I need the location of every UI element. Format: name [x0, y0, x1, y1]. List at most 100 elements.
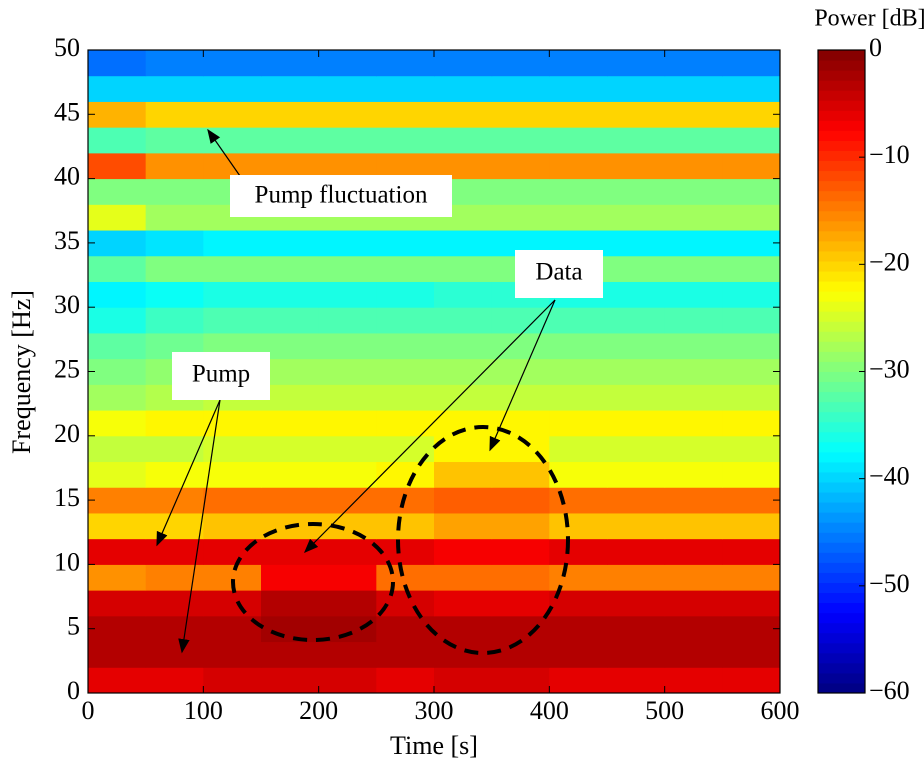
heatmap-cell	[88, 667, 147, 694]
colorbar-swatch	[818, 321, 865, 332]
colorbar-swatch	[818, 100, 865, 111]
heatmap-cell	[203, 127, 262, 154]
heatmap-cell	[318, 435, 377, 463]
heatmap-cell	[664, 204, 723, 231]
heatmap-cell	[607, 461, 666, 488]
heatmap-cell	[376, 590, 435, 617]
heatmap-cell	[376, 281, 435, 308]
heatmap-cell	[722, 230, 781, 257]
heatmap-cell	[376, 384, 435, 411]
heatmap-cell	[722, 641, 781, 668]
heatmap-cell	[549, 667, 608, 694]
heatmap-cell	[434, 255, 493, 282]
colorbar-swatch	[818, 562, 865, 573]
dashed-ellipse	[231, 522, 395, 642]
heatmap-cell	[261, 152, 320, 180]
heatmap-cell	[145, 615, 204, 643]
heatmap-cell	[549, 538, 608, 565]
colorbar-swatch	[818, 311, 865, 322]
heatmap-cell	[491, 204, 550, 231]
heatmap-cell	[549, 461, 608, 488]
heatmap-cell	[607, 487, 666, 514]
x-tick-label: 0	[82, 696, 95, 725]
heatmap-cell	[722, 332, 781, 360]
arrow	[178, 399, 221, 654]
heatmap-cell	[261, 127, 320, 154]
heatmap-cell	[88, 127, 147, 154]
heatmap-cell	[145, 281, 204, 308]
heatmap-cell	[261, 641, 320, 668]
heatmap-cell	[722, 358, 781, 385]
heatmap-cell	[88, 50, 147, 77]
colorbar-swatch	[818, 371, 865, 383]
colorbar-swatch	[818, 602, 865, 614]
heatmap-cell	[376, 332, 435, 360]
heatmap-cell	[607, 590, 666, 617]
colorbar-swatch	[818, 331, 865, 342]
heatmap-cell	[261, 461, 320, 488]
heatmap-cell	[203, 487, 262, 514]
heatmap-cell	[549, 384, 608, 411]
heatmap-cell	[376, 667, 435, 694]
heatmap-cell	[88, 204, 147, 231]
heatmap-cell	[607, 178, 666, 205]
heatmap-cell	[664, 281, 723, 308]
heatmap-cell	[434, 75, 493, 102]
heatmap-cell	[203, 641, 262, 668]
heatmap-cell	[664, 178, 723, 205]
heatmap-cell	[491, 667, 550, 694]
x-axis-label: Time [s]	[390, 731, 478, 760]
x-tick-label: 600	[761, 696, 800, 725]
heatmap-cell	[607, 152, 666, 180]
arrow	[207, 128, 241, 177]
heatmap-cell	[318, 230, 377, 257]
heatmap-cell	[261, 435, 320, 463]
heatmap-cell	[318, 410, 377, 437]
heatmap-cell	[722, 255, 781, 282]
heatmap-cell	[318, 307, 377, 334]
heatmap-cell	[722, 307, 781, 334]
heatmap-cell	[491, 410, 550, 437]
heatmap-cell	[203, 590, 262, 617]
heatmap-cell	[664, 538, 723, 565]
heatmap-cell	[722, 178, 781, 205]
heatmap-cell	[318, 512, 377, 540]
heatmap-cell	[664, 641, 723, 668]
heatmap-cell	[607, 332, 666, 360]
heatmap-cell	[491, 50, 550, 77]
heatmap-cell	[722, 487, 781, 514]
colorbar-swatch	[818, 150, 865, 162]
heatmap-cell	[664, 667, 723, 694]
heatmap-cell	[549, 178, 608, 205]
colorbar-swatch	[818, 351, 865, 362]
heatmap-cell	[318, 152, 377, 180]
heatmap-cell	[607, 307, 666, 334]
heatmap-cell	[88, 512, 147, 540]
heatmap-cell	[145, 127, 204, 154]
heatmap-cell	[434, 512, 493, 540]
heatmap-cell	[376, 101, 435, 128]
heatmap-cell	[318, 358, 377, 385]
heatmap-cell	[145, 435, 204, 463]
heatmap-cell	[722, 281, 781, 308]
heatmap-cell	[722, 50, 781, 77]
heatmap-cell	[434, 307, 493, 334]
heatmap-cell	[664, 512, 723, 540]
colorbar-swatch	[818, 260, 865, 272]
heatmap-cell	[722, 75, 781, 102]
x-tick-label: 400	[530, 696, 569, 725]
heatmap-cell	[549, 435, 608, 463]
heatmap-cell	[261, 615, 320, 643]
heatmap-cell	[607, 101, 666, 128]
colorbar-swatch	[818, 180, 865, 192]
heatmap-cell	[318, 127, 377, 154]
colorbar-swatch	[818, 622, 865, 634]
heatmap-cell	[145, 487, 204, 514]
heatmap-cell	[203, 50, 262, 77]
colorbar-tick-label: −10	[869, 140, 910, 169]
colorbar-tick-label: −30	[869, 354, 910, 383]
colorbar-swatch	[818, 572, 865, 583]
colorbar-swatch	[818, 361, 865, 372]
heatmap-cell	[203, 75, 262, 102]
heatmap-cell	[318, 384, 377, 411]
